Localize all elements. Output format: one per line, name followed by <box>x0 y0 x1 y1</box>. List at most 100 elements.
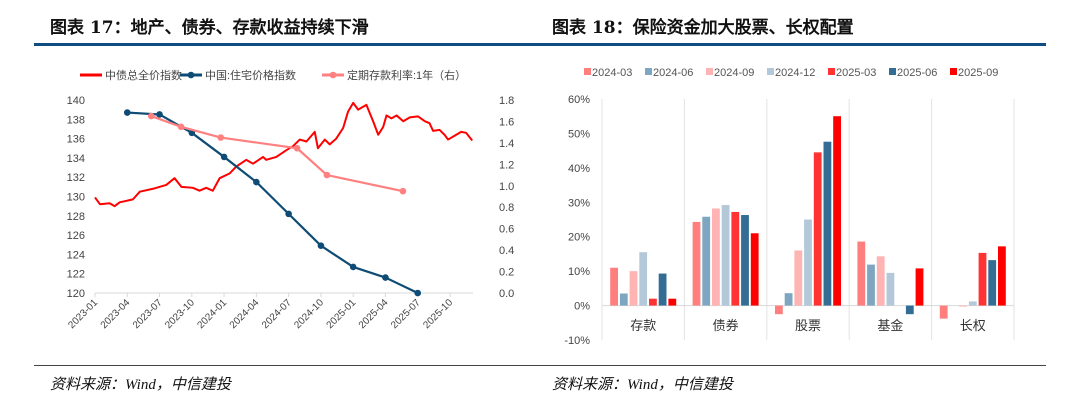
bar-2024-06-存款 <box>619 293 628 306</box>
data-point <box>123 109 131 116</box>
left-y-tick-label: 132 <box>67 172 85 184</box>
bar-2025-06-股票 <box>823 141 832 306</box>
legend-label: 中国:住宅价格指数 <box>205 68 296 82</box>
footer-rule <box>34 365 1046 366</box>
y-tick-label: 20% <box>568 232 590 244</box>
y-tick-label: 50% <box>568 128 590 140</box>
category-label: 股票 <box>795 318 821 333</box>
header-rule <box>34 43 1046 46</box>
data-point <box>323 171 331 179</box>
left-y-tick-label: 128 <box>67 211 85 223</box>
left-y-tick-label: 130 <box>67 192 85 204</box>
bar-2025-06-存款 <box>658 273 667 306</box>
data-point <box>293 144 301 152</box>
bar-2024-12-存款 <box>639 252 648 306</box>
legend-label: 2024-03 <box>592 67 632 79</box>
data-point <box>156 111 163 118</box>
left-y-tick-label: 138 <box>67 114 85 126</box>
x-tick-label: 2024-10 <box>292 297 326 331</box>
right-y-tick-label: 1.4 <box>499 138 514 150</box>
bar-2025-09-基金 <box>915 268 924 306</box>
bar-2024-03-债券 <box>692 221 701 306</box>
bar-2024-09-长权 <box>959 305 967 307</box>
bar-2024-12-长权 <box>968 301 977 306</box>
right-y-tick-label: 1.8 <box>499 95 514 107</box>
left-source-note: 资料来源：Wind，中信建投 <box>50 377 231 393</box>
left-y-tick-label: 120 <box>67 288 85 300</box>
data-point <box>147 112 155 120</box>
bar-2024-03-股票 <box>775 305 783 315</box>
legend-label: 定期存款利率:1年（右） <box>347 68 466 82</box>
right-chart-title: 图表 18：保险资金加大股票、长权配置 <box>552 18 854 38</box>
legend-swatch <box>584 68 591 75</box>
bar-2025-03-长权 <box>978 252 987 306</box>
left-y-tick-label: 134 <box>67 153 85 165</box>
y-tick-label: 0% <box>574 301 590 313</box>
bar-2024-09-基金 <box>876 256 885 306</box>
bar-2024-06-股票 <box>784 293 793 306</box>
bar-2024-09-债券 <box>712 208 720 306</box>
data-point <box>349 263 357 271</box>
bar-2025-09-长权 <box>998 246 1006 306</box>
right-y-tick-label: 0.8 <box>499 202 514 214</box>
series-line-1 <box>127 111 419 294</box>
bar-2025-03-股票 <box>813 152 822 306</box>
bar-2025-06-长权 <box>988 260 997 306</box>
bar-2024-03-基金 <box>857 241 866 306</box>
category-label: 长权 <box>960 318 986 333</box>
legend-label: 中债总全价指数 <box>105 68 182 82</box>
y-tick-label: 40% <box>568 163 590 175</box>
bar-2025-03-存款 <box>649 298 657 306</box>
data-point <box>399 187 407 195</box>
bar-2025-06-债券 <box>741 215 749 306</box>
x-tick-label: 2024-07 <box>260 297 294 331</box>
bar-2024-09-存款 <box>629 271 638 306</box>
right-y-tick-label: 1.0 <box>499 181 514 193</box>
data-point <box>414 289 422 297</box>
bar-2024-12-股票 <box>804 219 812 306</box>
x-tick-label: 2023-01 <box>66 297 100 331</box>
bar-2024-12-债券 <box>721 205 730 306</box>
bar-2025-06-基金 <box>905 305 914 315</box>
data-point <box>317 242 325 250</box>
legend-label: 2025-03 <box>836 67 876 79</box>
legend-marker <box>187 71 195 79</box>
legend-label: 2025-09 <box>958 67 998 79</box>
category-label: 存款 <box>630 318 656 333</box>
legend-swatch <box>706 68 713 75</box>
legend-label: 2024-09 <box>714 67 754 79</box>
left-y-tick-label: 122 <box>67 269 85 281</box>
data-point <box>217 134 225 141</box>
bar-2024-06-债券 <box>702 216 711 306</box>
y-tick-label: 60% <box>568 94 590 106</box>
series-line-2 <box>150 115 404 193</box>
bar-2025-09-股票 <box>833 116 841 306</box>
bar-2024-12-基金 <box>886 272 895 306</box>
legend-swatch <box>828 68 835 75</box>
bar-2024-09-股票 <box>794 250 803 306</box>
bar-2025-03-债券 <box>731 211 740 306</box>
x-tick-label: 2025-10 <box>421 297 455 331</box>
left-y-tick-label: 136 <box>67 134 85 146</box>
x-tick-label: 2023-10 <box>163 297 197 331</box>
data-point <box>220 153 228 161</box>
bar-2025-09-债券 <box>750 233 759 306</box>
data-point <box>285 210 292 218</box>
data-point <box>382 274 389 281</box>
right-y-tick-label: 0.4 <box>499 245 514 257</box>
y-tick-label: 10% <box>568 266 590 278</box>
right-y-tick-label: 0.2 <box>499 267 514 279</box>
x-tick-label: 2023-04 <box>99 297 133 331</box>
series-line-0 <box>94 101 474 208</box>
legend-swatch <box>767 68 774 75</box>
right-y-tick-label: 0.0 <box>499 288 514 300</box>
left-y-tick-label: 140 <box>67 95 85 107</box>
bar-2024-06-基金 <box>867 264 875 306</box>
x-tick-label: 2025-01 <box>325 297 359 331</box>
x-tick-label: 2023-07 <box>131 297 165 331</box>
category-label: 基金 <box>877 318 903 333</box>
bar-2024-03-长权 <box>939 305 948 319</box>
y-tick-label: -10% <box>564 335 590 347</box>
